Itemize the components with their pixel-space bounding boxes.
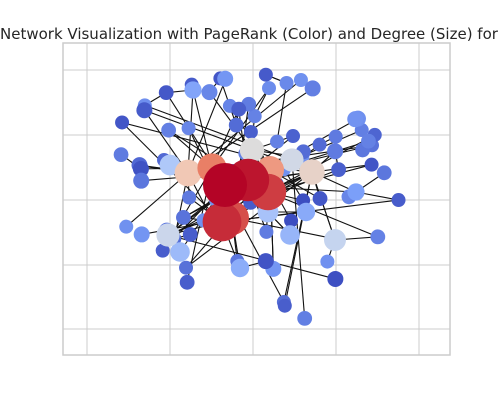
node bbox=[115, 115, 130, 130]
node bbox=[258, 67, 273, 82]
node bbox=[327, 270, 344, 287]
node bbox=[280, 148, 304, 172]
nodes bbox=[113, 67, 406, 326]
node bbox=[284, 213, 299, 228]
node bbox=[347, 111, 364, 128]
node bbox=[202, 202, 242, 242]
node bbox=[361, 133, 376, 149]
node bbox=[304, 80, 321, 97]
node bbox=[184, 81, 202, 99]
node bbox=[156, 223, 180, 247]
node bbox=[277, 298, 292, 313]
node bbox=[182, 227, 198, 242]
node bbox=[231, 101, 247, 117]
node bbox=[347, 183, 365, 201]
node bbox=[201, 84, 218, 101]
edge bbox=[167, 234, 336, 280]
node bbox=[133, 172, 150, 189]
node bbox=[217, 70, 234, 87]
node bbox=[270, 134, 285, 149]
node bbox=[182, 190, 197, 205]
node bbox=[327, 143, 344, 160]
edge bbox=[267, 191, 379, 238]
node bbox=[391, 193, 406, 208]
node bbox=[257, 253, 274, 270]
node bbox=[376, 165, 392, 181]
node bbox=[203, 163, 247, 207]
node bbox=[181, 121, 196, 136]
edge bbox=[185, 171, 313, 269]
edge bbox=[276, 82, 288, 142]
edge bbox=[125, 172, 189, 228]
node bbox=[155, 243, 170, 258]
node bbox=[293, 73, 308, 88]
node bbox=[297, 311, 313, 326]
node bbox=[320, 254, 335, 269]
node bbox=[259, 224, 274, 239]
node bbox=[312, 191, 328, 206]
node bbox=[170, 242, 190, 262]
plot-frame bbox=[62, 42, 451, 356]
grid bbox=[63, 43, 450, 355]
node bbox=[262, 81, 277, 96]
node bbox=[247, 109, 262, 124]
node bbox=[299, 159, 325, 185]
node bbox=[161, 122, 177, 138]
node bbox=[119, 219, 134, 234]
node bbox=[174, 159, 202, 187]
node bbox=[179, 260, 194, 275]
node bbox=[279, 75, 294, 90]
node bbox=[113, 147, 129, 162]
node bbox=[132, 160, 149, 177]
node bbox=[324, 229, 346, 251]
node bbox=[179, 274, 195, 290]
node bbox=[133, 226, 150, 243]
node bbox=[230, 258, 250, 278]
node bbox=[286, 129, 301, 144]
node bbox=[312, 137, 327, 152]
node bbox=[364, 157, 379, 172]
node bbox=[158, 85, 174, 101]
node bbox=[328, 129, 343, 144]
node bbox=[331, 162, 347, 178]
node bbox=[176, 210, 191, 225]
node bbox=[296, 202, 316, 222]
edge bbox=[144, 104, 293, 161]
node bbox=[136, 102, 153, 119]
node bbox=[243, 124, 258, 139]
node bbox=[239, 137, 265, 163]
node bbox=[280, 225, 300, 245]
node bbox=[370, 229, 386, 245]
node bbox=[228, 117, 244, 133]
edge bbox=[187, 79, 227, 174]
chart-title: Network Visualization with PageRank (Col… bbox=[0, 25, 500, 43]
